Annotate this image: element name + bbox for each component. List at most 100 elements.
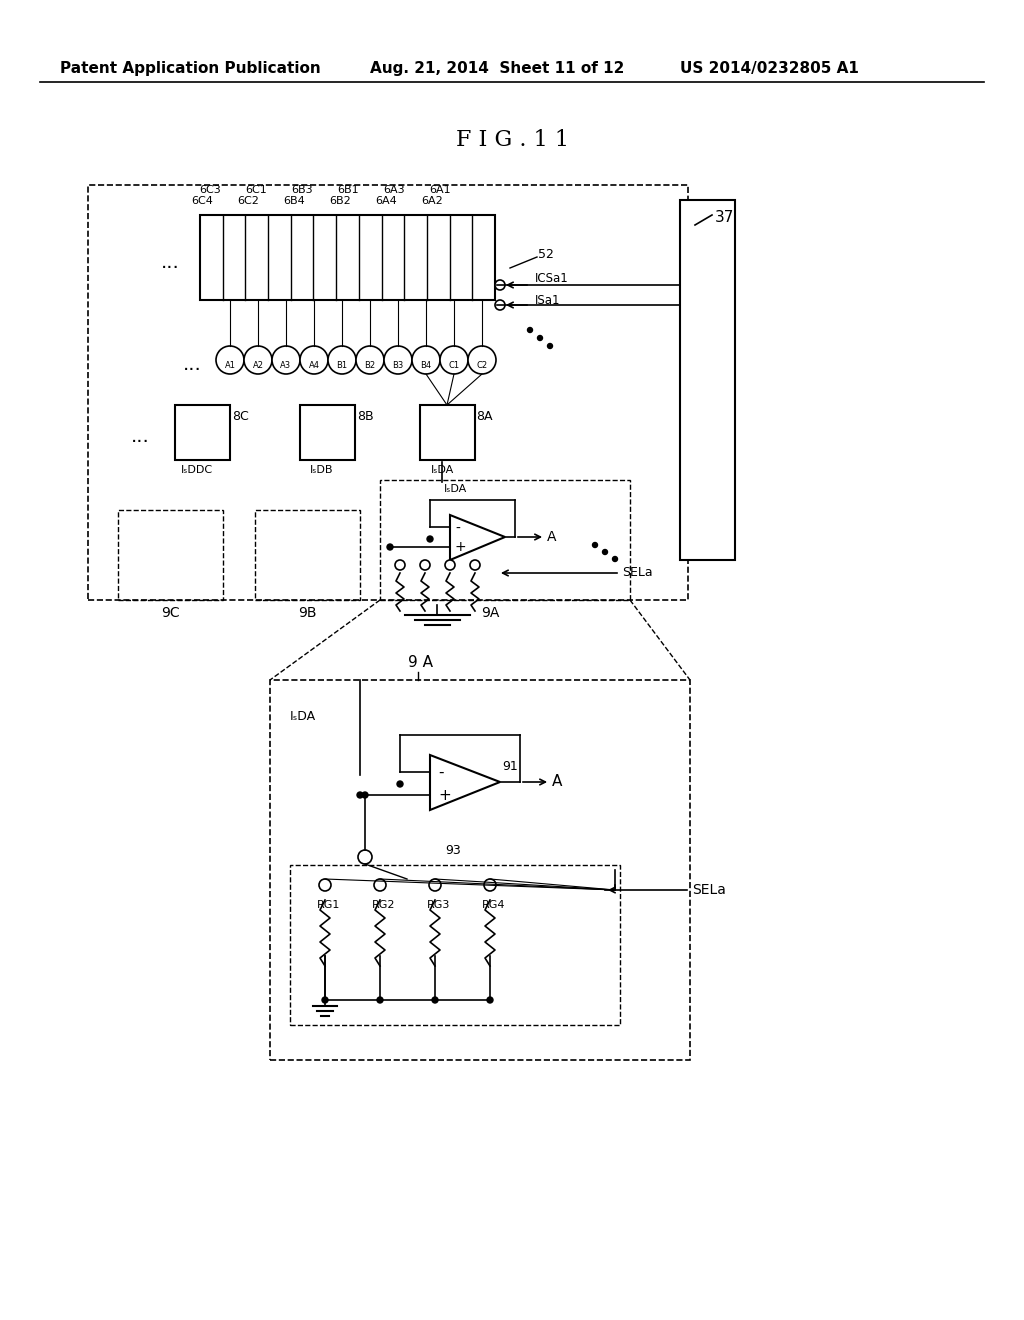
Bar bbox=[420, 405, 475, 459]
Circle shape bbox=[397, 781, 403, 787]
Circle shape bbox=[440, 346, 468, 374]
Circle shape bbox=[412, 346, 440, 374]
Circle shape bbox=[538, 335, 543, 341]
Circle shape bbox=[362, 792, 368, 799]
Text: 8C: 8C bbox=[232, 411, 249, 422]
Bar bbox=[255, 510, 360, 601]
Text: US 2014/0232805 A1: US 2014/0232805 A1 bbox=[680, 61, 859, 75]
Bar bbox=[175, 405, 230, 459]
Text: 6B2: 6B2 bbox=[329, 195, 351, 206]
Polygon shape bbox=[450, 515, 505, 560]
Circle shape bbox=[445, 560, 455, 570]
Text: B1: B1 bbox=[337, 360, 347, 370]
Text: F I G . 1 1: F I G . 1 1 bbox=[456, 129, 568, 150]
Circle shape bbox=[216, 346, 244, 374]
Text: 8A: 8A bbox=[476, 411, 493, 422]
Text: B4: B4 bbox=[421, 360, 431, 370]
Bar bbox=[680, 201, 735, 560]
Text: ICSa1: ICSa1 bbox=[535, 272, 568, 285]
Circle shape bbox=[420, 560, 430, 570]
Circle shape bbox=[244, 346, 272, 374]
Text: ...: ... bbox=[161, 252, 179, 272]
Text: IₛDA: IₛDA bbox=[444, 484, 467, 494]
Text: IₛDA: IₛDA bbox=[430, 465, 454, 475]
Circle shape bbox=[358, 850, 372, 865]
Text: C2: C2 bbox=[476, 360, 487, 370]
Circle shape bbox=[300, 346, 328, 374]
Text: C1: C1 bbox=[449, 360, 460, 370]
Text: 6C1: 6C1 bbox=[245, 185, 267, 195]
Circle shape bbox=[468, 346, 496, 374]
Circle shape bbox=[432, 997, 438, 1003]
Bar bbox=[270, 680, 690, 1060]
Text: A: A bbox=[547, 531, 556, 544]
Bar bbox=[88, 185, 688, 601]
Text: 8B: 8B bbox=[357, 411, 374, 422]
Text: +: + bbox=[455, 540, 467, 554]
Circle shape bbox=[527, 327, 532, 333]
Text: ...: ... bbox=[131, 428, 150, 446]
Text: B3: B3 bbox=[392, 360, 403, 370]
Bar bbox=[380, 480, 630, 601]
Text: ISa1: ISa1 bbox=[535, 293, 560, 306]
Text: SELa: SELa bbox=[622, 566, 652, 579]
Circle shape bbox=[487, 997, 493, 1003]
Circle shape bbox=[548, 343, 553, 348]
Bar bbox=[300, 405, 355, 459]
Text: 6C3: 6C3 bbox=[199, 185, 221, 195]
Text: 9A: 9A bbox=[481, 606, 499, 620]
Text: 6A4: 6A4 bbox=[375, 195, 397, 206]
Circle shape bbox=[384, 346, 412, 374]
Bar bbox=[118, 510, 223, 601]
Text: A4: A4 bbox=[308, 360, 319, 370]
Circle shape bbox=[357, 792, 362, 799]
Text: -: - bbox=[438, 764, 443, 780]
Text: 9B: 9B bbox=[298, 606, 316, 620]
Text: 6C4: 6C4 bbox=[191, 195, 213, 206]
Text: ...: ... bbox=[182, 355, 202, 375]
Circle shape bbox=[374, 879, 386, 891]
Circle shape bbox=[495, 280, 505, 290]
Text: A3: A3 bbox=[281, 360, 292, 370]
Circle shape bbox=[328, 346, 356, 374]
Bar bbox=[200, 215, 495, 300]
Text: 6B4: 6B4 bbox=[283, 195, 305, 206]
Circle shape bbox=[322, 997, 328, 1003]
Polygon shape bbox=[430, 755, 500, 810]
Circle shape bbox=[612, 557, 617, 561]
Text: B2: B2 bbox=[365, 360, 376, 370]
Text: RG3: RG3 bbox=[427, 900, 451, 909]
Text: RG2: RG2 bbox=[372, 900, 395, 909]
Circle shape bbox=[377, 997, 383, 1003]
Text: A1: A1 bbox=[224, 360, 236, 370]
Text: 6B1: 6B1 bbox=[337, 185, 358, 195]
Circle shape bbox=[593, 543, 597, 548]
Text: 37: 37 bbox=[715, 210, 734, 226]
Text: -: - bbox=[455, 521, 460, 536]
Circle shape bbox=[495, 300, 505, 310]
Circle shape bbox=[319, 879, 331, 891]
Text: IₛDA: IₛDA bbox=[290, 710, 316, 723]
Text: RG4: RG4 bbox=[482, 900, 506, 909]
Text: RG1: RG1 bbox=[317, 900, 340, 909]
Text: 6A2: 6A2 bbox=[421, 195, 442, 206]
Circle shape bbox=[272, 346, 300, 374]
Text: Aug. 21, 2014  Sheet 11 of 12: Aug. 21, 2014 Sheet 11 of 12 bbox=[370, 61, 625, 75]
Text: 9C: 9C bbox=[161, 606, 179, 620]
Text: SELa: SELa bbox=[692, 883, 726, 898]
Circle shape bbox=[387, 544, 393, 550]
Text: Patent Application Publication: Patent Application Publication bbox=[60, 61, 321, 75]
Circle shape bbox=[470, 560, 480, 570]
Text: 6B3: 6B3 bbox=[291, 185, 312, 195]
Text: IₛDB: IₛDB bbox=[310, 465, 334, 475]
Circle shape bbox=[395, 560, 406, 570]
Text: 93: 93 bbox=[445, 843, 461, 857]
Text: 6A1: 6A1 bbox=[429, 185, 451, 195]
Text: 91: 91 bbox=[502, 760, 518, 774]
Circle shape bbox=[429, 879, 441, 891]
Bar bbox=[290, 865, 620, 1026]
Text: +: + bbox=[438, 788, 451, 803]
Text: 52: 52 bbox=[538, 248, 554, 261]
Text: 6A3: 6A3 bbox=[383, 185, 404, 195]
Circle shape bbox=[602, 549, 607, 554]
